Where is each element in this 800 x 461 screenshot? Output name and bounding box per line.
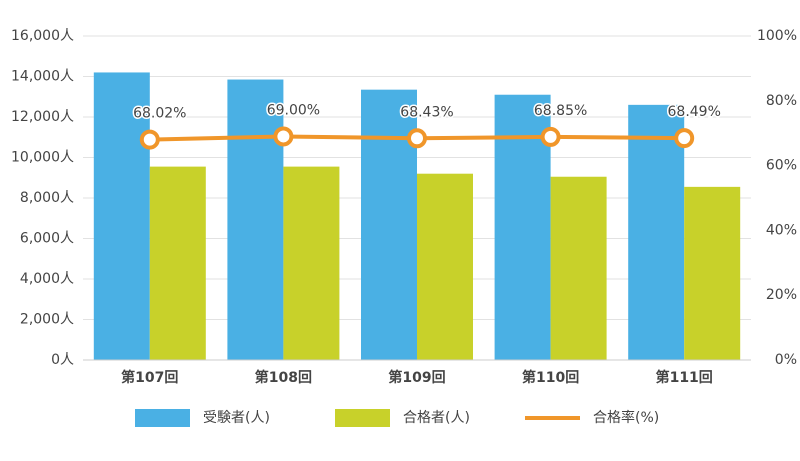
legend-swatch xyxy=(335,409,390,427)
line-point xyxy=(674,128,695,149)
y2-tick-label: 80% xyxy=(766,93,797,109)
y2-tick-label: 0% xyxy=(775,352,797,368)
legend-swatch xyxy=(135,409,190,427)
line-point xyxy=(540,126,561,147)
bar xyxy=(684,186,741,360)
x-tick-label: 第107回 xyxy=(121,369,178,386)
bar xyxy=(149,166,206,360)
y2-tick-label: 40% xyxy=(766,222,797,238)
y2-tick-label: 20% xyxy=(766,287,797,303)
data-label: 68.43% xyxy=(400,104,453,120)
y-tick-label: 12,000人 xyxy=(11,109,74,125)
y-tick-label: 10,000人 xyxy=(11,150,74,166)
y-tick-label: 16,000人 xyxy=(11,28,74,44)
line-point xyxy=(273,126,294,147)
y-tick-label: 2,000人 xyxy=(20,312,74,328)
data-label: 68.02% xyxy=(133,106,186,122)
x-tick-label: 第111回 xyxy=(656,369,713,386)
legend-label: 合格率(%) xyxy=(593,409,659,426)
line-point xyxy=(139,129,160,150)
y-tick-label: 8,000人 xyxy=(20,190,74,206)
x-tick-label: 第110回 xyxy=(522,369,579,386)
y-tick-label: 6,000人 xyxy=(20,231,74,247)
y2-tick-label: 60% xyxy=(766,158,797,174)
bar xyxy=(227,79,284,360)
y-tick-label: 0人 xyxy=(51,352,74,368)
bar xyxy=(417,173,473,360)
x-tick-label: 第108回 xyxy=(255,369,312,386)
data-label: 68.85% xyxy=(534,103,587,119)
bar xyxy=(283,166,340,360)
data-label: 69.00% xyxy=(267,102,320,118)
y-tick-label: 14,000人 xyxy=(11,69,74,85)
bar xyxy=(550,176,607,360)
bar xyxy=(361,89,417,360)
x-tick-label: 第109回 xyxy=(388,369,445,386)
y-tick-label: 4,000人 xyxy=(20,271,74,287)
y2-tick-label: 100% xyxy=(757,28,797,44)
bar xyxy=(628,104,685,360)
data-label: 68.49% xyxy=(668,104,721,120)
legend-label: 合格者(人) xyxy=(403,410,470,426)
legend-label: 受験者(人) xyxy=(203,410,270,426)
bar xyxy=(93,72,150,360)
line-point xyxy=(407,128,427,149)
